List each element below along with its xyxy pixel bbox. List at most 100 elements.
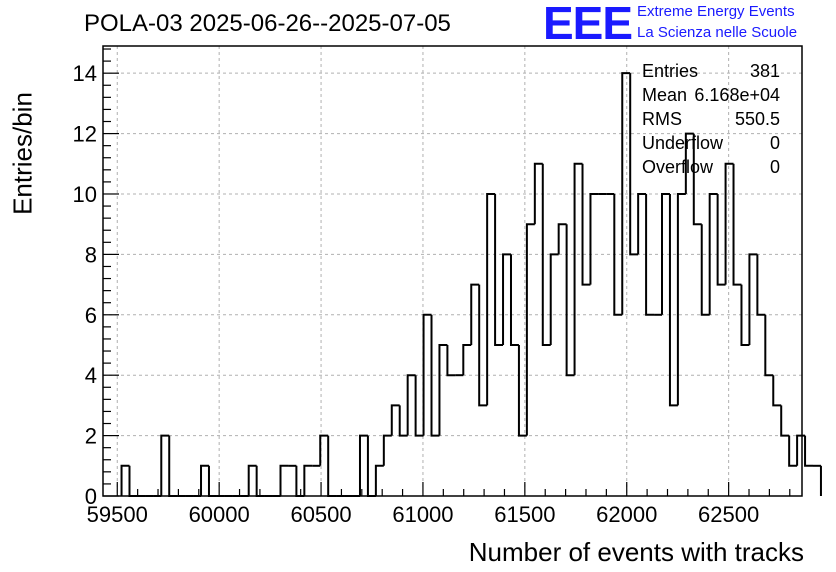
plot-frame [102, 45, 803, 497]
stat-underflow: Underflow 0 [642, 131, 780, 155]
stat-label: Overflow [642, 157, 714, 177]
histogram-bin [700, 224, 710, 316]
x-tick-label: 61500 [494, 502, 555, 527]
x-tick-label: 62500 [698, 502, 759, 527]
histogram-bin [478, 284, 488, 407]
stat-rms: RMS 550.5 [642, 107, 780, 131]
histogram-bin [470, 283, 480, 345]
histogram-bin [645, 193, 655, 316]
stat-label: Entries [642, 61, 699, 81]
x-tick-label: 60000 [189, 502, 250, 527]
histogram-bin [327, 435, 337, 497]
histogram-bin [160, 434, 170, 496]
histogram-bin [732, 163, 742, 286]
histogram-bin [398, 405, 408, 437]
histogram-bin [374, 464, 384, 496]
histogram-bin [788, 435, 798, 467]
histogram-bin [708, 192, 718, 315]
stat-value: 0 [769, 157, 780, 177]
histogram-bin [756, 254, 766, 316]
histogram-bin [764, 314, 774, 377]
histogram-bin [796, 434, 806, 466]
logo-line-2: La Scienza nelle Scuole [637, 24, 798, 41]
stat-label: Underflow [642, 133, 724, 153]
histogram-bin [200, 464, 209, 496]
y-tick-label: 14 [73, 61, 97, 86]
y-tick-label: 2 [85, 424, 97, 449]
histogram-bin [438, 343, 448, 436]
histogram-bin [740, 284, 750, 346]
histogram-bin [613, 193, 623, 316]
stat-label: RMS [642, 109, 682, 129]
y-tick-label: 6 [85, 303, 97, 328]
x-tick-label: 62000 [596, 502, 657, 527]
histogram-bin [533, 162, 543, 225]
x-tick-label: 61000 [392, 502, 453, 527]
histogram-bin [247, 464, 257, 496]
histogram-bin [430, 314, 440, 437]
y-axis-title-wrap: Entries/bin [6, 92, 40, 215]
x-tick-label: 59500 [87, 502, 148, 527]
y-tick-label: 10 [73, 182, 97, 207]
histogram-bin [486, 192, 496, 406]
stat-value: 6.168e+04 [694, 85, 780, 105]
histogram-bin [629, 73, 639, 256]
y-tick-label: 0 [85, 484, 97, 509]
histogram-bin [565, 224, 575, 377]
stat-overflow: Overflow 0 [642, 155, 780, 179]
histogram-bin [168, 435, 178, 497]
histogram-bin [382, 434, 392, 466]
histogram-bin [279, 464, 289, 496]
histogram-bin [414, 375, 424, 437]
histogram-bin [772, 375, 782, 407]
y-axis-title: Entries/bin [7, 92, 38, 215]
histogram-bin [494, 193, 504, 346]
histogram-bin [406, 374, 416, 436]
histogram-bin [303, 464, 313, 496]
stat-value: 0 [769, 133, 780, 153]
histogram-bin [446, 344, 456, 377]
histogram-bin [780, 405, 790, 437]
histogram-bin [748, 253, 758, 345]
histogram-bin [319, 434, 329, 466]
stat-label: Mean [642, 85, 688, 105]
histogram-bin [422, 313, 432, 436]
histogram-bin [684, 132, 694, 194]
histogram-bin [621, 72, 631, 315]
chart-title: POLA-03 2025-06-26--2025-07-05 [84, 10, 451, 37]
histogram-bin [549, 253, 559, 345]
histogram-bin [120, 464, 130, 496]
stat-mean: Mean 6.168e+04 [642, 83, 780, 107]
histogram-bin [358, 434, 368, 496]
histogram-bin [207, 465, 217, 497]
histogram-bin [589, 192, 599, 285]
histogram-bin [573, 162, 583, 376]
histogram-bin [517, 344, 527, 437]
y-tick-label: 4 [85, 363, 97, 388]
histogram-bin [660, 192, 670, 315]
histogram-bin [716, 193, 726, 286]
histogram-bin [295, 465, 305, 497]
histogram-bin [581, 163, 591, 286]
logo-line-1: Extreme Energy Events [637, 3, 795, 20]
histogram-bin [692, 133, 702, 226]
x-tick-label: 60500 [290, 502, 351, 527]
histogram-bin [637, 192, 647, 255]
stats-box: Entries 381 Mean 6.168e+04 RMS 550.5 Und… [642, 59, 780, 179]
x-axis-title: Number of events with tracks [468, 537, 804, 567]
histogram-bin [502, 253, 511, 345]
histogram-bin [366, 435, 376, 497]
histogram-bin [255, 465, 265, 497]
histogram-bin [804, 435, 814, 467]
histogram-bin [462, 343, 472, 376]
y-tick-label: 8 [85, 242, 97, 267]
histogram-bin [128, 465, 138, 497]
histogram-bin [557, 223, 567, 255]
stat-entries: Entries 381 [642, 59, 780, 83]
stat-value: 381 [749, 61, 780, 81]
eee-logo: EEE [543, 0, 633, 49]
histogram-bin [509, 254, 519, 346]
y-tick-label: 12 [73, 122, 97, 147]
histogram-bin [525, 223, 535, 436]
